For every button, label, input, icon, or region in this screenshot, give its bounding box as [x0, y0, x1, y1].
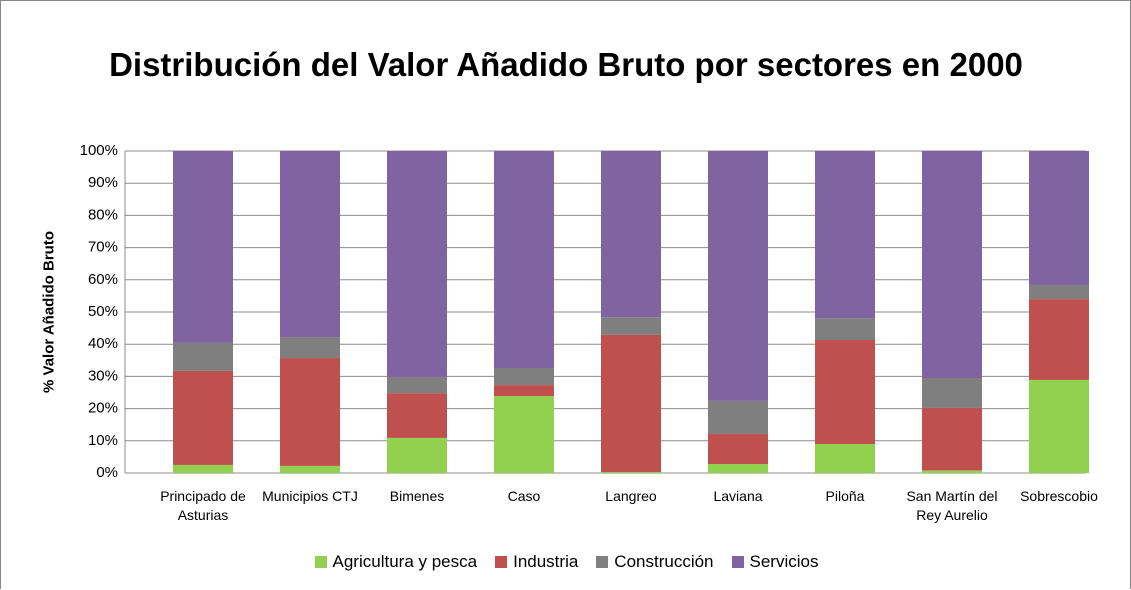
x-tick-label: Sobrescobio: [1020, 488, 1098, 504]
bar-segment: [280, 465, 340, 473]
bar-segment: [601, 151, 661, 318]
y-tick-label: 100%: [80, 142, 118, 159]
bar-segment: [601, 334, 661, 473]
bar-segment: [601, 472, 661, 473]
bar-segment: [922, 151, 982, 379]
bar-segment: [922, 378, 982, 408]
x-tick-label: Principado de Asturias: [160, 488, 246, 523]
bar-segment: [173, 464, 233, 473]
y-tick-label: 80%: [88, 206, 118, 223]
x-tick-label: Laviana: [713, 488, 763, 504]
bar-segment: [601, 317, 661, 335]
bar-segment: [1029, 379, 1089, 473]
legend-swatch: [731, 556, 744, 568]
y-tick-label: 70%: [88, 239, 118, 256]
legend-item: Construcción: [596, 552, 714, 572]
bar-segment: [815, 444, 875, 473]
bar-segment: [173, 370, 233, 465]
bar-segment: [280, 358, 340, 466]
legend-label: Servicios: [749, 552, 819, 571]
y-tick-label: 50%: [88, 303, 118, 320]
bar-segment: [922, 470, 982, 473]
legend-item: Agricultura y pesca: [314, 552, 478, 572]
y-tick-label: 90%: [88, 174, 118, 191]
legend-label: Agricultura y pesca: [332, 552, 478, 571]
legend-item: Servicios: [731, 552, 819, 572]
legend-swatch: [314, 556, 327, 568]
x-tick-label: Caso: [507, 488, 541, 504]
bar-segment: [1029, 151, 1089, 285]
bar-segment: [387, 151, 447, 378]
bar-segment: [494, 385, 554, 397]
x-tick-label: Municipios CTJ: [262, 488, 358, 504]
bar-segment: [387, 437, 447, 473]
x-tick-label: Langreo: [605, 488, 657, 504]
bar-segment: [494, 396, 554, 473]
legend-swatch: [495, 556, 508, 568]
bar-segment: [387, 377, 447, 394]
bar-segment: [387, 393, 447, 438]
legend: Agricultura y pesca Industria Construcción…: [1, 552, 1130, 572]
bar-segment: [1029, 284, 1089, 300]
bar-segment: [708, 434, 768, 464]
bar-segment: [494, 368, 554, 386]
bar-segment: [708, 151, 768, 401]
bar-segment: [280, 151, 340, 338]
bar-segment: [494, 151, 554, 369]
legend-swatch: [596, 556, 609, 568]
y-tick-label: 20%: [88, 400, 118, 417]
bar-segment: [1029, 299, 1089, 380]
bar-segment: [173, 342, 233, 371]
bar-segment: [280, 337, 340, 359]
x-tick-label: San Martín del Rey Aurelio: [906, 488, 998, 523]
x-tick-label: Bimenes: [389, 488, 445, 504]
legend-label: Industria: [513, 552, 579, 571]
y-tick-label: 30%: [88, 367, 118, 384]
legend-label: Construcción: [614, 552, 714, 571]
bar-segment: [815, 318, 875, 341]
y-tick-label: 60%: [88, 271, 118, 288]
x-tick-label: Piloña: [825, 488, 865, 504]
bar-segment: [708, 463, 768, 473]
y-tick-label: 40%: [88, 335, 118, 352]
y-tick-label: 10%: [88, 432, 118, 449]
bar-segment: [708, 400, 768, 435]
bar-segment: [815, 340, 875, 445]
chart-title: Distribución del Valor Añadido Bruto por…: [109, 46, 1023, 83]
bar-segment: [173, 151, 233, 343]
bar-segment: [922, 407, 982, 471]
y-tick-label: 0%: [96, 464, 118, 481]
legend-item: Industria: [495, 552, 578, 572]
bar-segment: [815, 151, 875, 319]
